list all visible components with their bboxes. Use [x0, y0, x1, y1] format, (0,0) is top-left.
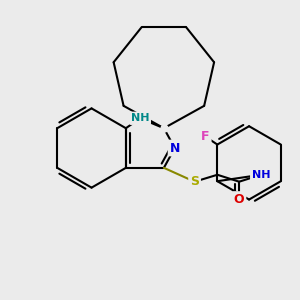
- Text: F: F: [201, 130, 210, 143]
- Text: NH: NH: [131, 113, 149, 123]
- Text: NH: NH: [252, 170, 270, 180]
- Text: N: N: [169, 142, 180, 154]
- Text: O: O: [234, 193, 244, 206]
- Text: S: S: [190, 175, 199, 188]
